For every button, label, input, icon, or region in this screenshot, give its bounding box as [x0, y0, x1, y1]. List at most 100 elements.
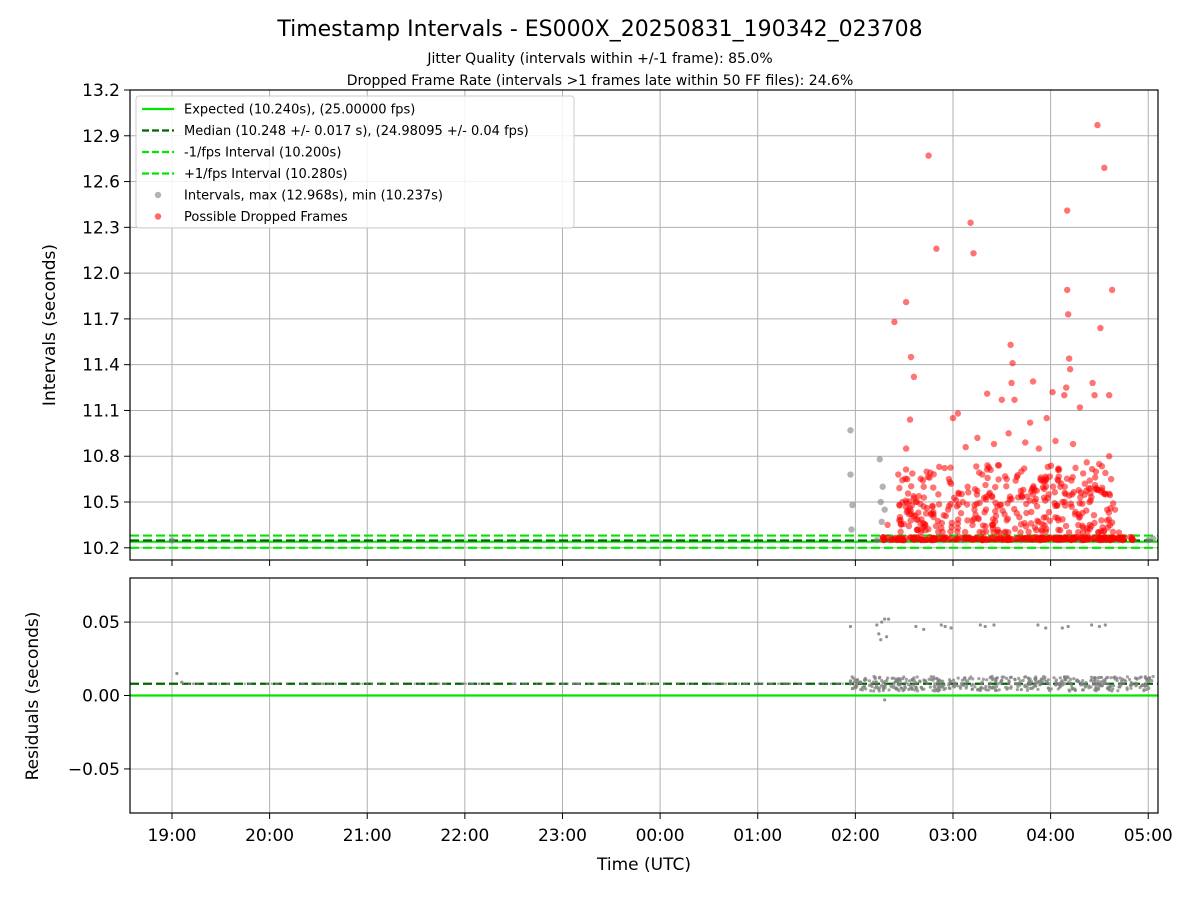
residual-point: [871, 680, 875, 684]
dropped-frame-point: [1002, 528, 1009, 536]
dropped-frame-point: [897, 528, 904, 535]
residual-point: [1058, 685, 1062, 689]
dropped-frame-point: [896, 536, 903, 544]
residual-point: [243, 682, 247, 685]
residual-point: [872, 689, 876, 693]
residual-point: [964, 686, 968, 690]
residual-point: [1129, 683, 1133, 687]
dropped-frame-point: [1037, 474, 1045, 481]
dropped-frame-point: [1081, 480, 1088, 487]
dropped-frame-point: [915, 493, 923, 500]
dropped-frame-point: [947, 464, 954, 471]
residual-point: [942, 683, 946, 687]
residual-point: [731, 682, 734, 685]
dropped-frame-point: [1075, 486, 1082, 494]
residual-point: [361, 682, 364, 685]
residual-point: [1036, 687, 1040, 691]
residual-point: [722, 682, 726, 685]
residual-point: [647, 682, 650, 685]
residual-point: [761, 682, 764, 685]
dropped-frame-point: [974, 434, 981, 442]
residual-point: [686, 682, 689, 685]
dropped-frame-point: [919, 477, 927, 484]
dropped-frame-point: [1023, 509, 1030, 517]
residual-point: [956, 676, 960, 680]
residual-point: [1000, 678, 1004, 682]
dropped-frame-point: [1108, 519, 1116, 526]
dropped-frame-point: [1023, 500, 1030, 508]
dropped-frame-point: [1017, 529, 1024, 536]
dropped-frame-point: [1105, 391, 1113, 399]
residual-point: [1060, 626, 1064, 630]
residual-point: [877, 632, 881, 636]
residual-point: [653, 682, 656, 685]
legend-dot-swatch: [154, 191, 162, 199]
residual-point: [996, 682, 1000, 686]
residual-point: [1139, 684, 1144, 688]
interval-point: [876, 456, 883, 463]
dropped-frame-point: [992, 483, 999, 491]
residual-point: [1109, 676, 1113, 680]
residual-point: [553, 682, 556, 685]
residual-point: [885, 635, 889, 639]
residual-point: [885, 676, 890, 680]
dropped-frame-point: [1041, 522, 1048, 529]
residual-point: [936, 679, 940, 683]
residual-point: [1119, 679, 1124, 683]
residual-point: [1014, 682, 1019, 686]
residual-point: [935, 676, 939, 681]
dropped-frame-point: [1086, 498, 1093, 506]
dropped-frame-point: [994, 462, 1002, 469]
dropped-frame-point: [932, 522, 940, 530]
dropped-frame-point: [1091, 519, 1098, 527]
intervals-y-tick-label: 12.3: [82, 218, 120, 238]
residual-point: [1069, 681, 1073, 685]
residual-point: [907, 679, 911, 683]
residual-point: [875, 680, 879, 685]
residual-point: [902, 688, 906, 692]
dropped-frame-point: [942, 512, 950, 520]
residual-point: [1089, 675, 1094, 679]
residual-point: [624, 682, 627, 685]
residual-point: [562, 682, 565, 685]
dropped-frame-point: [1042, 483, 1050, 490]
residual-point: [1013, 677, 1017, 681]
residual-point: [524, 682, 528, 685]
residual-point: [898, 679, 902, 683]
residual-point: [848, 624, 853, 629]
dropped-frame-point: [994, 526, 1001, 533]
dropped-frame-point: [1110, 535, 1117, 542]
residual-point: [1143, 676, 1148, 680]
residual-point: [300, 682, 303, 685]
dropped-frame-point: [925, 152, 932, 159]
residual-point: [720, 682, 724, 685]
residual-point: [872, 674, 876, 679]
dropped-frame-point: [1097, 324, 1104, 332]
x-tick-label: 03:00: [928, 826, 977, 846]
residual-point: [639, 682, 642, 685]
dropped-frame-point: [990, 440, 998, 448]
dropped-frame-point: [982, 481, 989, 489]
residual-point: [315, 682, 319, 685]
residual-point: [913, 688, 917, 692]
dropped-frame-point: [954, 410, 962, 417]
residual-point: [920, 687, 924, 691]
residual-point: [471, 682, 474, 685]
residual-point: [933, 686, 937, 690]
residual-point: [783, 682, 786, 685]
dropped-frame-point: [1064, 286, 1071, 294]
dropped-frame-point: [1083, 507, 1090, 514]
residual-point: [1091, 682, 1096, 686]
residual-point: [1098, 675, 1102, 680]
residual-point: [265, 682, 269, 685]
dropped-frame-point: [969, 521, 976, 529]
residual-point: [1069, 677, 1073, 681]
residual-point: [358, 682, 362, 685]
residual-point: [1023, 675, 1027, 679]
dropped-frame-point: [969, 517, 976, 524]
dropped-frame-point: [1055, 526, 1062, 534]
dropped-frame-point: [904, 475, 911, 483]
dropped-frame-point: [1077, 494, 1084, 501]
residual-point: [1084, 681, 1088, 685]
